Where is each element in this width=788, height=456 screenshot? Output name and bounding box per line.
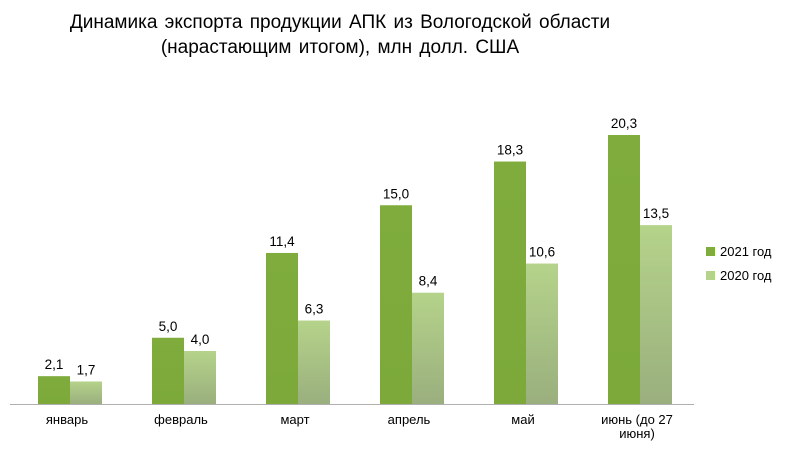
bar-2021-2 <box>266 252 298 404</box>
bar-2020-1 <box>184 351 216 404</box>
data-label-2021-0: 2,1 <box>45 357 64 372</box>
x-tick-label-2: март <box>280 412 309 427</box>
chart-title: Динамика экспорта продукции АПК из Волог… <box>0 10 680 60</box>
bar-2021-3 <box>380 205 412 404</box>
data-label-2021-4: 18,3 <box>497 143 523 158</box>
data-label-2020-0: 1,7 <box>77 362 96 377</box>
legend-item-2021: 2021 год <box>706 239 772 263</box>
x-tick-label-4: май <box>511 412 534 427</box>
x-tick-label-5-line-1: июня) <box>619 426 655 441</box>
x-tick-label-5-line-0: июнь (до 27 <box>601 412 673 427</box>
bar-2020-0 <box>70 381 102 404</box>
bar-2020-3 <box>412 292 444 404</box>
bar-2020-5 <box>640 225 672 404</box>
data-label-2020-4: 10,6 <box>529 245 555 260</box>
data-label-2020-3: 8,4 <box>419 274 438 289</box>
x-tick-label-0: январь <box>46 412 88 427</box>
legend-label-2020: 2020 год <box>720 267 772 283</box>
bar-2021-1 <box>152 337 184 404</box>
legend-swatch-2020 <box>706 270 715 280</box>
data-label-2021-3: 15,0 <box>383 186 409 201</box>
data-label-2021-5: 20,3 <box>611 116 637 131</box>
data-label-2020-5: 13,5 <box>643 206 669 221</box>
bar-2020-2 <box>298 320 330 404</box>
legend-item-2020: 2020 год <box>706 263 772 287</box>
data-label-2020-2: 6,3 <box>305 302 324 317</box>
legend: 2021 год 2020 год <box>706 239 772 287</box>
chart-title-line-1: Динамика экспорта продукции АПК из Волог… <box>69 12 611 33</box>
data-label-2021-2: 11,4 <box>269 234 295 249</box>
chart-title-line-2: (нарастающим итогом), млн долл. США <box>160 37 520 58</box>
bar-2021-4 <box>494 161 526 404</box>
bar-2020-4 <box>526 263 558 404</box>
bar-2021-0 <box>38 376 70 404</box>
x-tick-label-1: февраль <box>154 412 208 427</box>
data-label-2020-1: 4,0 <box>191 332 210 347</box>
legend-label-2021: 2021 год <box>720 243 772 259</box>
x-tick-label-3: апрель <box>388 412 431 427</box>
bar-2021-5 <box>608 135 640 404</box>
data-label-2021-1: 5,0 <box>159 319 178 334</box>
legend-swatch-2021 <box>706 246 715 256</box>
